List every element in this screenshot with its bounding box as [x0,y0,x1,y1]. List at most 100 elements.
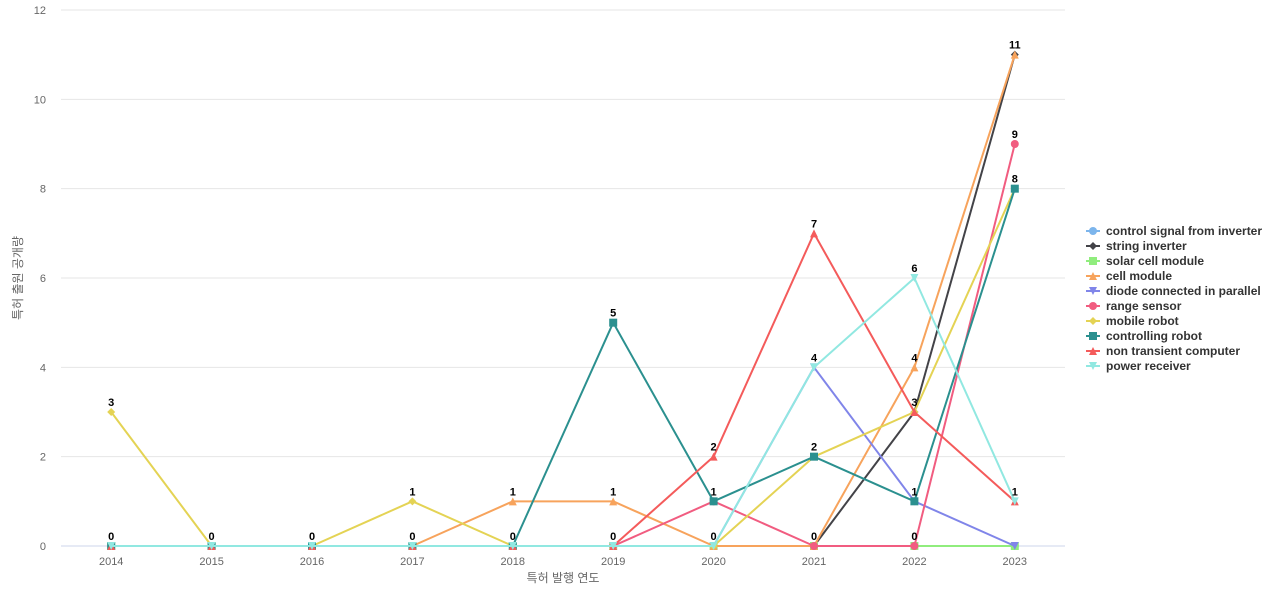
legend-item[interactable]: power receiver [1086,359,1191,373]
y-tick-label: 2 [40,452,46,464]
data-label: 0 [510,531,516,543]
legend-marker [1089,302,1097,310]
legend-marker [1089,287,1097,295]
x-tick-label: 2015 [199,556,223,568]
legend-marker [1089,272,1097,280]
legend-marker [1089,227,1097,235]
data-label: 11 [1009,40,1021,52]
legend-label: mobile robot [1106,314,1179,328]
data-point [910,542,919,550]
legend-item[interactable]: controlling robot [1086,329,1202,343]
legend-item[interactable]: solar cell module [1086,254,1204,268]
legend-marker [1089,347,1097,355]
data-point [709,497,718,506]
data-label: 1 [911,486,917,498]
legend-label: power receiver [1106,359,1191,373]
data-point [1010,184,1019,193]
y-axis-title: 특허 출원 공개량 [11,236,25,320]
legend-item[interactable]: mobile robot [1086,314,1179,328]
series-power-receiver [107,274,1019,550]
data-label: 3 [911,397,917,409]
data-point [1010,497,1019,506]
data-label: 0 [811,531,817,543]
data-label: 0 [711,531,717,543]
data-label: 5 [610,308,616,320]
data-label: 6 [911,263,917,275]
data-label: 7 [811,218,817,230]
x-tick-label: 2022 [902,556,926,568]
data-point [408,542,417,550]
series-string-inverter [107,50,1019,550]
data-label: 4 [911,352,918,364]
series-line [110,53,1016,547]
data-point [810,229,818,238]
legend-label: controlling robot [1106,329,1202,343]
legend-marker [1089,362,1097,370]
series-range-sensor [107,140,1019,550]
data-point [709,542,718,550]
legend-item[interactable]: non transient computer [1086,344,1240,358]
legend-marker [1089,332,1097,340]
series-lines [107,50,1019,550]
legend-item[interactable]: control signal from inverter [1086,224,1262,238]
legend-item[interactable]: string inverter [1086,239,1187,253]
legend-marker [1089,257,1097,265]
legend-label: non transient computer [1106,344,1240,358]
data-label: 9 [1012,129,1018,141]
data-point [508,542,517,550]
x-tick-label: 2019 [601,556,625,568]
x-tick-label: 2018 [501,556,525,568]
x-tick-label: 2014 [99,556,123,568]
y-tick-label: 0 [40,541,46,553]
data-label: 8 [1012,174,1018,186]
x-tick-label: 2017 [400,556,424,568]
data-label: 1 [1012,486,1018,498]
x-tick-label: 2023 [1003,556,1027,568]
series-cell-module [107,50,1019,550]
data-point [1010,50,1019,59]
legend-item[interactable]: range sensor [1086,299,1182,313]
legend-label: range sensor [1106,299,1182,313]
data-point [1010,140,1019,148]
data-point [609,318,618,327]
data-point [609,542,618,550]
y-tick-label: 6 [40,273,46,285]
legend-label: solar cell module [1106,254,1204,268]
data-point [408,497,417,506]
data-point [107,542,116,550]
data-point [810,452,818,461]
data-point [1010,542,1019,550]
y-tick-label: 4 [40,362,46,374]
series-line [110,232,1016,547]
data-label: 1 [711,486,717,498]
legend-item[interactable]: cell module [1086,269,1172,283]
series-line [110,53,1016,547]
data-point [609,497,618,506]
data-point [810,542,818,550]
legend-label: diode connected in parallel [1106,284,1261,298]
data-label: 2 [811,442,817,454]
data-point [910,497,919,506]
data-label: 0 [409,531,415,543]
y-tick-label: 8 [40,184,46,196]
data-label: 1 [610,486,616,498]
data-label: 4 [811,352,818,364]
data-point [308,542,316,550]
legend-marker [1089,242,1097,250]
data-point [910,363,919,372]
legend-label: cell module [1106,269,1172,283]
legend-item[interactable]: diode connected in parallel [1086,284,1261,298]
data-point [910,408,919,416]
data-label: 0 [209,531,215,543]
data-point [709,452,718,461]
data-label: 0 [309,531,315,543]
legend-label: control signal from inverter [1106,224,1262,238]
legend-marker [1089,317,1097,325]
x-tick-label: 2020 [701,556,725,568]
data-label: 1 [510,486,516,498]
data-point [107,408,116,416]
